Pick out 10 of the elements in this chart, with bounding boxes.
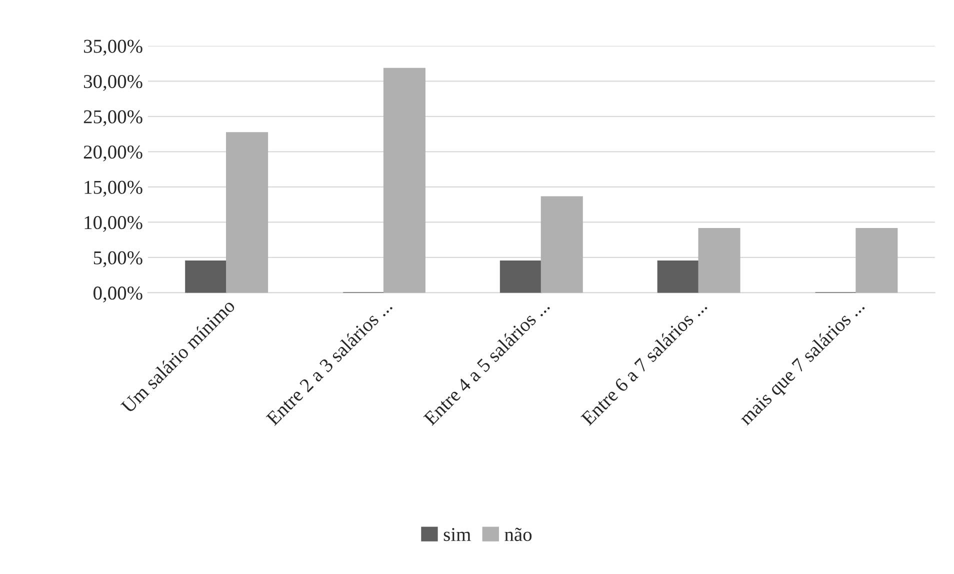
- y-tick-label: 15,00%: [84, 180, 142, 197]
- y-tick-label: 5,00%: [94, 251, 142, 268]
- y-tick-label: 10,00%: [84, 216, 142, 232]
- y-tick-label: 20,00%: [84, 146, 142, 162]
- y-tick-label: 35,00%: [84, 40, 142, 56]
- y-tick-label: 0,00%: [94, 286, 142, 302]
- y-tick-label: 30,00%: [84, 74, 142, 91]
- y-tick-label: 25,00%: [84, 110, 142, 126]
- legend-label: sim: [444, 528, 471, 542]
- legend-label: não: [504, 528, 532, 542]
